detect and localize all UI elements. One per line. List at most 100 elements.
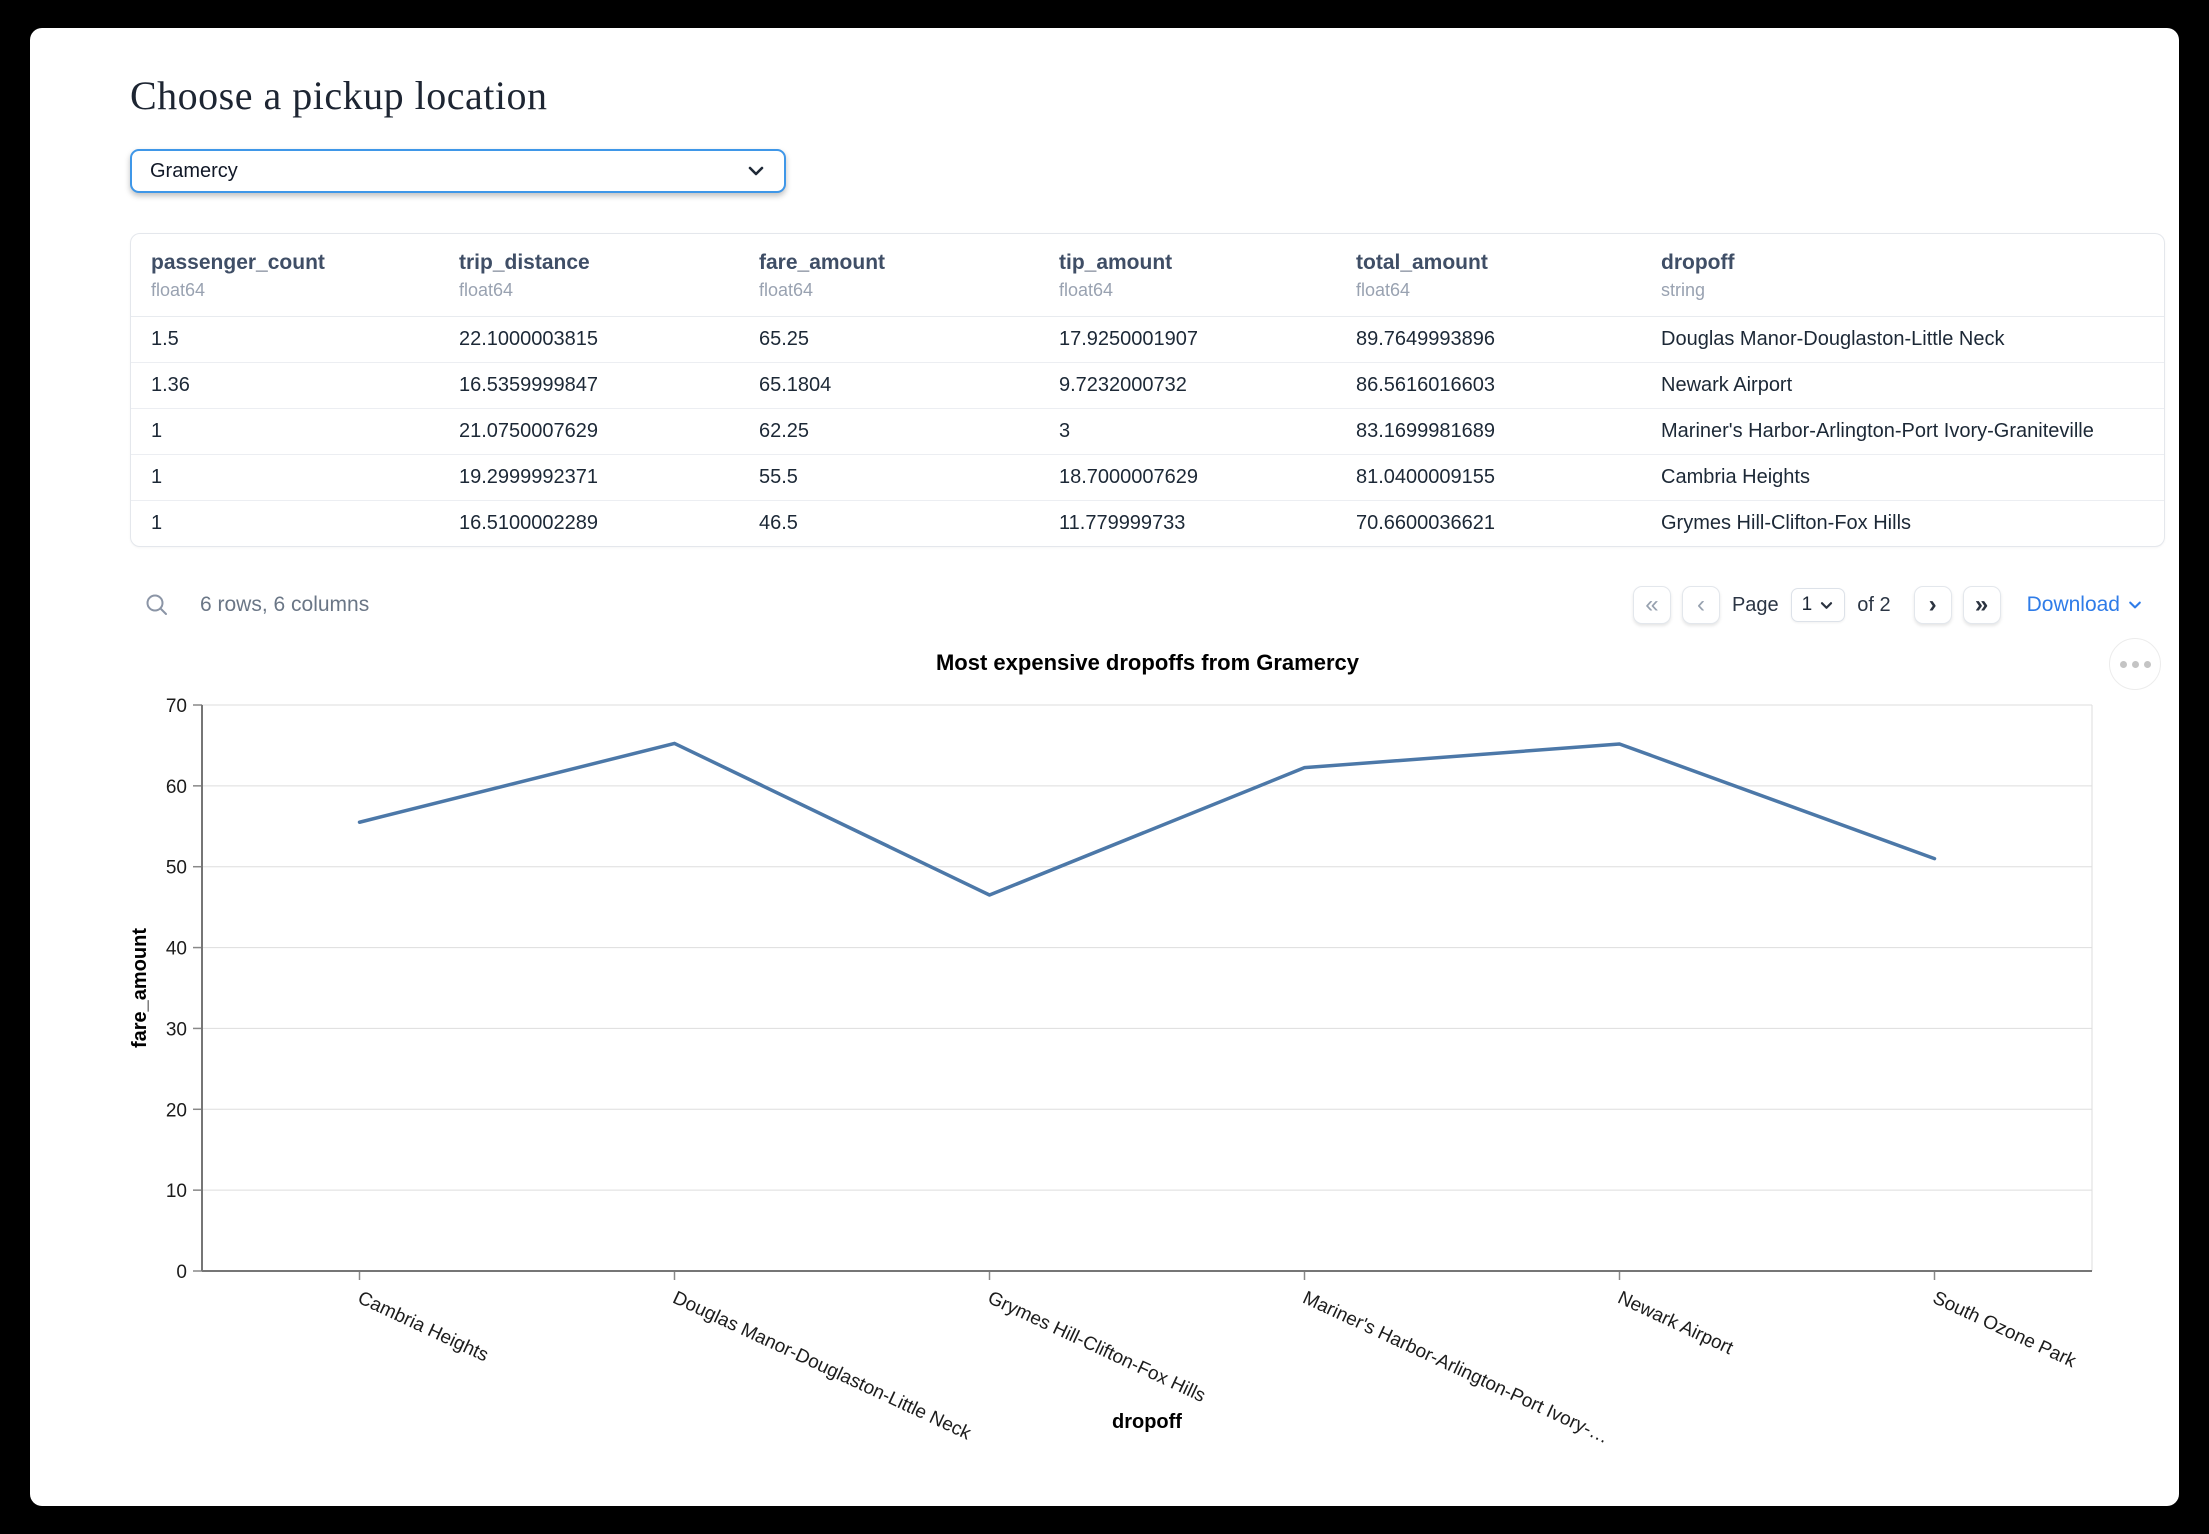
- table-body: 1.5 22.1000003815 65.25 17.9250001907 89.764…: [131, 317, 2164, 546]
- pickup-location-select[interactable]: Gramercy: [130, 149, 786, 193]
- next-page-button[interactable]: ›: [1913, 586, 1952, 624]
- table-cell: 1: [151, 466, 163, 488]
- column-name: trip_distance: [459, 251, 590, 274]
- y-tick-label: 30: [166, 1019, 187, 1040]
- chevron-down-icon: [746, 161, 766, 181]
- first-page-icon: «: [1645, 591, 1659, 618]
- column-name: dropoff: [1661, 251, 1735, 274]
- x-axis-label: Douglas Manor-Douglaston-Little Neck: [669, 1287, 974, 1444]
- page-select[interactable]: 1: [1790, 588, 1846, 622]
- x-axis-label: Mariner's Harbor-Arlington-Port Ivory-…: [1299, 1287, 1612, 1448]
- chart-menu-button[interactable]: [2109, 638, 2161, 690]
- table-cell: 1.36: [151, 374, 190, 396]
- table-cell: 83.1699981689: [1356, 420, 1496, 442]
- table-cell: 46.5: [759, 512, 798, 534]
- last-page-icon: »: [1974, 591, 1989, 618]
- column-name: tip_amount: [1059, 251, 1173, 274]
- x-axis-label: Newark Airport: [1614, 1287, 1736, 1359]
- last-page-button[interactable]: »: [1962, 586, 2001, 624]
- table-cell: 1.5: [151, 328, 179, 350]
- page-title: Choose a pickup location: [130, 73, 548, 118]
- table-row[interactable]: 1.5 22.1000003815 65.25 17.9250001907 89.764…: [131, 317, 2164, 362]
- table-cell: Grymes Hill-Clifton-Fox Hills: [1661, 512, 1912, 534]
- chevron-down-icon: [1819, 598, 1834, 613]
- prev-page-icon: ‹: [1696, 591, 1705, 618]
- column-header-trip_distance[interactable]: trip_distance float64: [439, 251, 739, 301]
- table-cell: Douglas Manor-Douglaston-Little Neck: [1661, 328, 2005, 350]
- column-header-tip_amount[interactable]: tip_amount float64: [1039, 251, 1336, 301]
- column-dtype: float64: [151, 280, 206, 300]
- table-cell: Newark Airport: [1661, 374, 1793, 396]
- column-name: fare_amount: [759, 251, 886, 274]
- row-column-summary: 6 rows, 6 columns: [200, 593, 370, 616]
- line-series: [357, 741, 1937, 897]
- download-label: Download: [2026, 593, 2120, 616]
- table-cell: 18.7000007629: [1059, 466, 1199, 488]
- search-icon: [144, 592, 170, 618]
- table-cell: 16.5100002289: [459, 512, 599, 534]
- table-row[interactable]: 1 16.5100002289 46.5 11.779999733 70.6600036…: [131, 500, 2164, 546]
- ellipsis-icon: [2119, 660, 2151, 668]
- table-cell: 9.7232000732: [1059, 374, 1187, 396]
- column-header-fare_amount[interactable]: fare_amount float64: [739, 251, 1039, 301]
- prev-page-button[interactable]: ‹: [1681, 586, 1720, 624]
- column-header-dropoff[interactable]: dropoff string: [1641, 251, 2164, 301]
- table-cell: 19.2999992371: [459, 466, 599, 488]
- download-button[interactable]: Download: [2027, 593, 2143, 617]
- column-header-passenger_count[interactable]: passenger_count float64: [131, 251, 439, 301]
- y-tick-label: 10: [166, 1181, 187, 1202]
- chevron-down-icon: [2127, 597, 2143, 613]
- column-dtype: string: [1661, 280, 1706, 300]
- table-cell: 62.25: [759, 420, 810, 442]
- y-tick-label: 20: [166, 1100, 187, 1121]
- y-tick-label: 40: [166, 939, 187, 960]
- y-axis-title: fare_amount: [130, 928, 151, 1048]
- table-cell: Cambria Heights: [1661, 466, 1810, 488]
- column-dtype: float64: [459, 280, 514, 300]
- table-cell: 1: [151, 420, 163, 442]
- chart-svg: 0 10 20 30 40 50 60 70 Cambria Heights Douglas Ma…: [129, 696, 2093, 1448]
- table-cell: 81.0400009155: [1356, 466, 1496, 488]
- column-name: total_amount: [1356, 251, 1488, 274]
- y-tick-label: 0: [176, 1262, 187, 1283]
- pickup-location-value: Gramercy: [150, 159, 238, 182]
- table-row[interactable]: 1 21.0750007629 62.25 3 83.1699981689 Mariner…: [131, 408, 2164, 454]
- table-cell: 16.5359999847: [459, 374, 599, 396]
- y-tick-label: 60: [166, 777, 187, 798]
- table-cell: 11.779999733: [1059, 512, 1186, 534]
- table-cell: 70.6600036621: [1356, 512, 1496, 534]
- x-axis-title: dropoff: [1112, 1411, 1182, 1433]
- column-name: passenger_count: [151, 251, 325, 274]
- table-cell: 17.9250001907: [1059, 328, 1199, 350]
- table-cell: 3: [1059, 420, 1071, 442]
- table-cell: 55.5: [759, 466, 798, 488]
- app-card: Choose a pickup location Gramercy passen…: [30, 28, 2179, 1506]
- y-tick-label: 70: [166, 696, 187, 717]
- page-label: Page: [1731, 593, 1779, 616]
- chart-title: Most expensive dropoffs from Gramercy: [935, 650, 1359, 675]
- table-footer: 6 rows, 6 columns « ‹ Page 1 of 2 › » Do…: [130, 581, 2165, 629]
- first-page-button[interactable]: «: [1632, 586, 1671, 624]
- column-dtype: float64: [1356, 280, 1411, 300]
- next-page-icon: ›: [1928, 591, 1937, 618]
- page-of-label: of 2: [1857, 593, 1891, 616]
- table-cell: 65.25: [759, 328, 810, 350]
- table-cell: 86.5616016603: [1356, 374, 1496, 396]
- x-axis-label: Grymes Hill-Clifton-Fox Hills: [984, 1287, 1208, 1406]
- y-tick-label: 50: [166, 858, 187, 879]
- column-header-total_amount[interactable]: total_amount float64: [1336, 251, 1641, 301]
- column-dtype: float64: [759, 280, 814, 300]
- x-axis-label: South Ozone Park: [1929, 1287, 2079, 1372]
- x-axis-label: Cambria Heights: [354, 1287, 491, 1366]
- search-button[interactable]: [140, 588, 174, 622]
- table-cell: 21.0750007629: [459, 420, 599, 442]
- table-row[interactable]: 1 19.2999992371 55.5 18.7000007629 81.040000…: [131, 454, 2164, 500]
- column-dtype: float64: [1059, 280, 1114, 300]
- table-cell: 65.1804: [759, 374, 832, 396]
- table-cell: 89.7649993896: [1356, 328, 1496, 350]
- table-row[interactable]: 1.36 16.5359999847 65.1804 9.7232000732 86.5…: [131, 362, 2164, 408]
- table-cell: 1: [151, 512, 163, 534]
- line-chart: Most expensive dropoffs from Gramercy 0 1…: [129, 638, 2165, 1490]
